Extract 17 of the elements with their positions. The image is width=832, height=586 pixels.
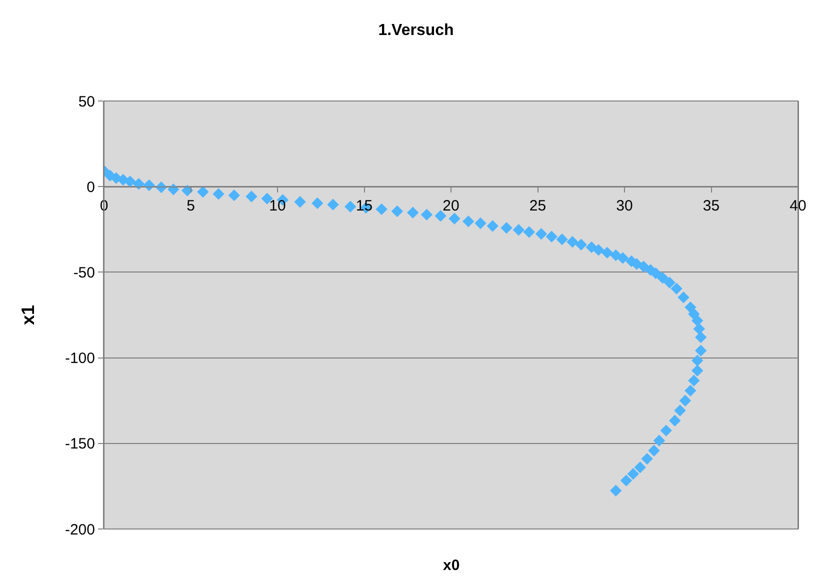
x-tick-label: 30: [616, 198, 633, 215]
chart-title: 1.Versuch: [378, 22, 454, 39]
x-tick-label: 25: [529, 198, 546, 215]
y-tick-label: 50: [78, 93, 95, 110]
y-axis-title: x1: [18, 304, 38, 326]
y-tick-label: -150: [64, 436, 95, 453]
y-tick-label: -200: [64, 521, 95, 538]
y-tick-label: -50: [73, 264, 95, 282]
x-tick-label: 20: [442, 198, 460, 215]
y-tick-label: 0: [86, 178, 95, 196]
x-tick-label: 35: [702, 198, 720, 215]
x-tick-label: 40: [790, 198, 806, 215]
y-tick-label: -100: [64, 350, 95, 368]
x-tick-label: 10: [269, 198, 286, 215]
x-tick-label: 5: [186, 198, 195, 215]
x-tick-label: 15: [356, 198, 373, 215]
x-axis-title: x0: [443, 557, 460, 574]
